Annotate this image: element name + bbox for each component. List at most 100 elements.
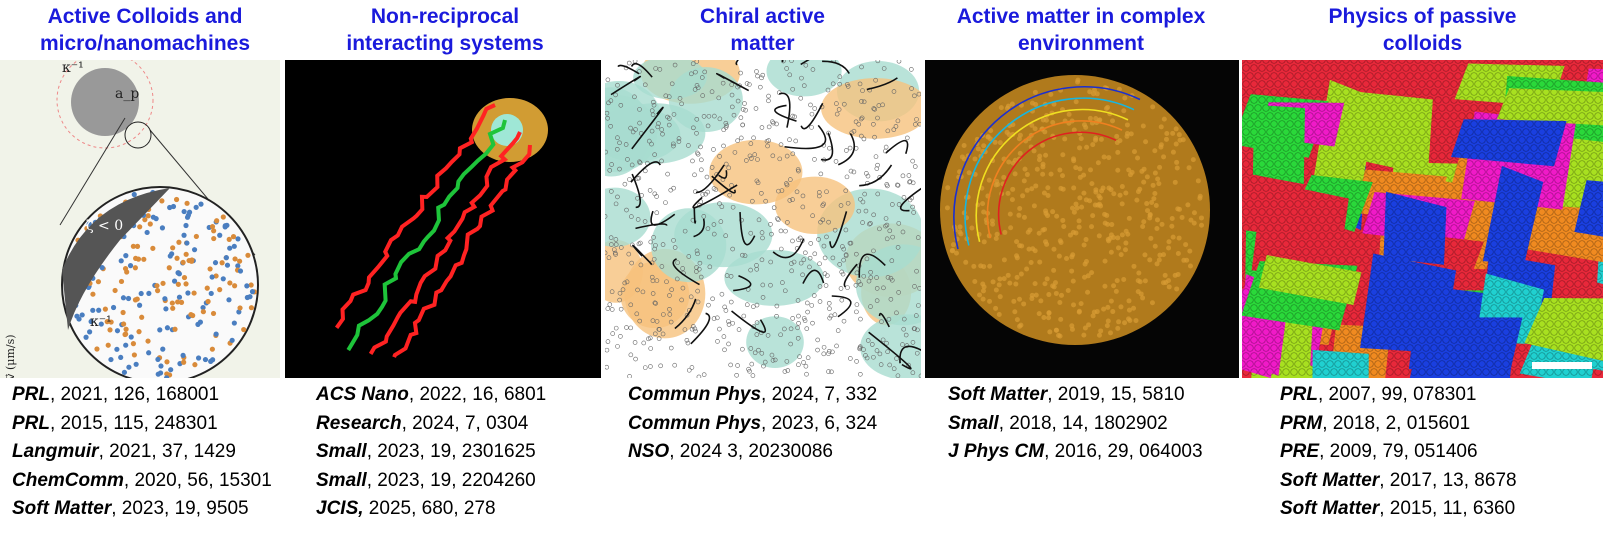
colloid — [1430, 312, 1438, 320]
particle — [684, 312, 690, 318]
particle — [729, 82, 735, 87]
ion — [184, 240, 190, 246]
particle — [804, 371, 809, 377]
colloid — [1314, 96, 1322, 104]
colloid — [1406, 360, 1414, 368]
colloid — [1382, 200, 1390, 208]
colloid — [1306, 80, 1314, 88]
colloid — [1270, 232, 1278, 240]
particle — [1032, 89, 1038, 95]
particle — [1166, 245, 1172, 251]
ion — [121, 369, 128, 375]
citation-details: , 2021, 37, 1429 — [98, 441, 236, 462]
particle — [669, 287, 674, 292]
column: Non-reciprocal interacting systems — [285, 0, 605, 538]
particle — [754, 69, 759, 74]
colloid — [1266, 352, 1274, 360]
particle — [1143, 139, 1149, 145]
particle — [609, 307, 615, 312]
colloid — [1486, 360, 1494, 368]
particle — [1117, 192, 1123, 198]
colloid — [1378, 208, 1386, 216]
colloid — [1534, 152, 1542, 160]
particle — [1131, 305, 1137, 311]
colloid — [1558, 152, 1566, 160]
colloid — [1410, 256, 1418, 264]
particle — [609, 242, 614, 247]
particle — [1113, 288, 1119, 294]
colloid — [1522, 144, 1530, 152]
colloid — [1334, 72, 1342, 80]
colloid — [1550, 88, 1558, 96]
colloid — [1446, 264, 1454, 272]
colloid — [1362, 64, 1370, 72]
particle — [749, 156, 754, 161]
particle — [1048, 171, 1054, 177]
colloid — [1542, 248, 1550, 256]
particle — [1108, 298, 1114, 304]
particle — [628, 325, 634, 331]
particle — [758, 84, 763, 90]
colloid — [1418, 96, 1426, 104]
colloid — [1454, 264, 1462, 272]
particle — [680, 266, 685, 271]
particle — [839, 297, 845, 303]
particle — [1144, 174, 1150, 180]
colloid — [1542, 88, 1550, 96]
colloid — [1410, 336, 1418, 344]
colloid — [1250, 128, 1258, 136]
particle — [615, 344, 620, 349]
journal: JCIS, — [316, 498, 364, 519]
colloid — [1326, 328, 1334, 336]
colloid — [1282, 80, 1290, 88]
ion — [74, 313, 80, 319]
streamline — [859, 164, 893, 187]
colloid — [1298, 352, 1306, 360]
particle — [638, 240, 643, 246]
colloid — [1290, 144, 1298, 152]
colloid — [1350, 328, 1358, 336]
colloid — [1570, 288, 1578, 296]
particle — [696, 266, 702, 272]
particle — [686, 254, 692, 259]
title-line: Active matter in complex — [956, 5, 1206, 28]
colloid — [1582, 88, 1590, 96]
ion — [157, 327, 163, 333]
colloid — [1306, 112, 1314, 120]
particle — [751, 135, 756, 141]
colloid — [1294, 296, 1302, 304]
colloid — [1514, 224, 1522, 232]
particle — [857, 81, 863, 87]
ion — [94, 346, 100, 352]
streamline — [672, 258, 700, 286]
colloid — [1402, 240, 1410, 248]
particle — [795, 298, 801, 303]
colloid — [1414, 232, 1422, 240]
colloid — [1242, 328, 1246, 336]
colloid — [1302, 88, 1310, 96]
colloid — [1246, 312, 1254, 320]
colloid — [1410, 352, 1418, 360]
colloid — [1262, 360, 1270, 368]
colloid — [1534, 312, 1542, 320]
particle — [787, 198, 793, 203]
journal: PRL — [12, 384, 50, 405]
ion — [176, 239, 182, 245]
streamline — [610, 75, 641, 96]
colloid — [1306, 288, 1314, 296]
particle — [642, 168, 648, 174]
ion — [171, 278, 178, 284]
colloid — [1486, 248, 1494, 256]
particle — [646, 138, 652, 144]
particle — [788, 341, 793, 347]
colloid — [1314, 288, 1322, 296]
particle — [851, 128, 857, 134]
colloid — [1426, 336, 1434, 344]
reference: PRL, 2007, 99, 078301 — [1280, 381, 1517, 410]
colloid — [1574, 120, 1582, 128]
colloid-zoom — [124, 121, 152, 149]
colloid — [1494, 312, 1502, 320]
particle — [688, 294, 694, 300]
colloid — [1254, 296, 1262, 304]
colloid — [1322, 208, 1330, 216]
